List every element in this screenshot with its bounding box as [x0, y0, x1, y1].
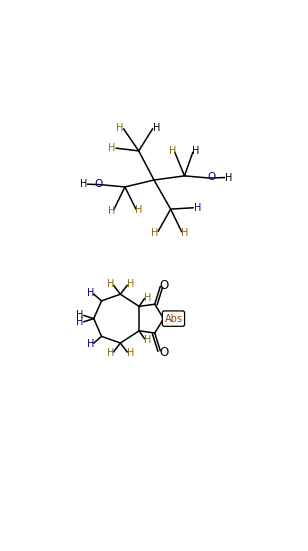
Text: O: O: [159, 279, 168, 291]
Text: H: H: [152, 228, 159, 238]
Text: H: H: [107, 348, 114, 358]
Text: H: H: [80, 179, 87, 189]
Text: H: H: [144, 334, 151, 345]
Text: H: H: [116, 122, 124, 132]
Text: Abs: Abs: [164, 314, 182, 323]
Text: H: H: [127, 279, 134, 289]
FancyBboxPatch shape: [162, 311, 184, 326]
Text: H: H: [136, 206, 143, 215]
Text: H: H: [127, 348, 134, 358]
Text: H: H: [108, 143, 116, 153]
Text: H: H: [153, 122, 160, 132]
Text: H: H: [194, 203, 201, 213]
Text: O: O: [94, 179, 102, 189]
Text: H: H: [192, 146, 200, 156]
Text: O: O: [208, 172, 216, 182]
Text: H: H: [144, 293, 151, 302]
Text: H: H: [87, 288, 94, 298]
Text: H: H: [181, 228, 188, 238]
Text: H: H: [225, 172, 232, 182]
Text: H: H: [169, 146, 176, 156]
Text: H: H: [108, 206, 115, 216]
Text: H: H: [107, 279, 114, 289]
Text: H: H: [76, 310, 84, 320]
Text: H: H: [87, 339, 94, 349]
Text: H: H: [76, 317, 84, 327]
Text: O: O: [159, 345, 168, 359]
